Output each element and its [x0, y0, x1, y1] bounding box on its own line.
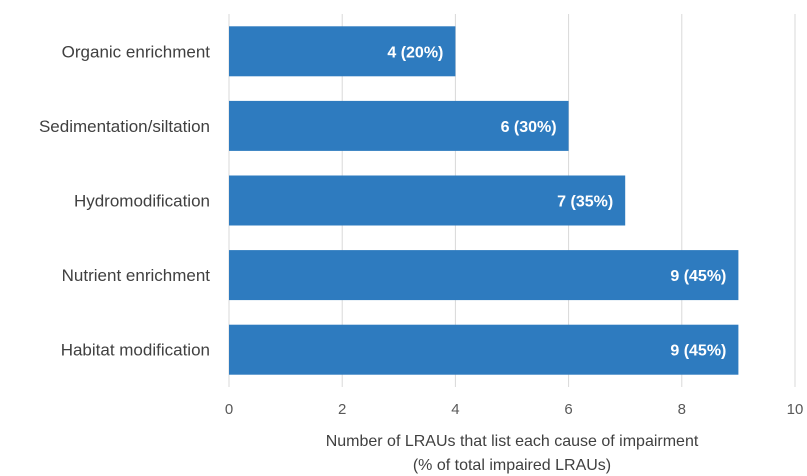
category-label: Habitat modification [61, 341, 210, 360]
x-tick-label: 2 [338, 401, 346, 418]
x-tick-label: 6 [564, 401, 572, 418]
bar [229, 250, 739, 301]
category-label: Organic enrichment [62, 42, 211, 61]
x-tick-label: 10 [787, 401, 804, 418]
bar-data-label: 7 (35%) [557, 194, 613, 211]
bars: 4 (20%) 6 (30%) 7 (35%) 9 (45%) 9 (45%) [229, 26, 739, 375]
x-tick-labels: 0 2 4 6 8 10 [225, 401, 804, 418]
bar [229, 175, 626, 226]
category-label: Hydromodification [74, 192, 210, 211]
x-axis-title-line-2: (% of total impaired LRAUs) [413, 457, 611, 474]
bar-data-label: 6 (30%) [501, 119, 557, 136]
bar [229, 26, 456, 77]
category-label: Sedimentation/siltation [39, 117, 210, 136]
x-tick-label: 4 [451, 401, 459, 418]
bar-data-label: 9 (45%) [670, 268, 726, 285]
x-tick-label: 8 [678, 401, 686, 418]
bar-data-label: 4 (20%) [387, 44, 443, 61]
x-axis-title-line-1: Number of LRAUs that list each cause of … [326, 433, 699, 450]
category-label: Nutrient enrichment [62, 266, 211, 285]
bar [229, 100, 569, 151]
bar [229, 324, 739, 375]
category-labels: Organic enrichment Sedimentation/siltatio… [39, 42, 210, 359]
bar-data-label: 9 (45%) [670, 343, 726, 360]
x-tick-label: 0 [225, 401, 233, 418]
